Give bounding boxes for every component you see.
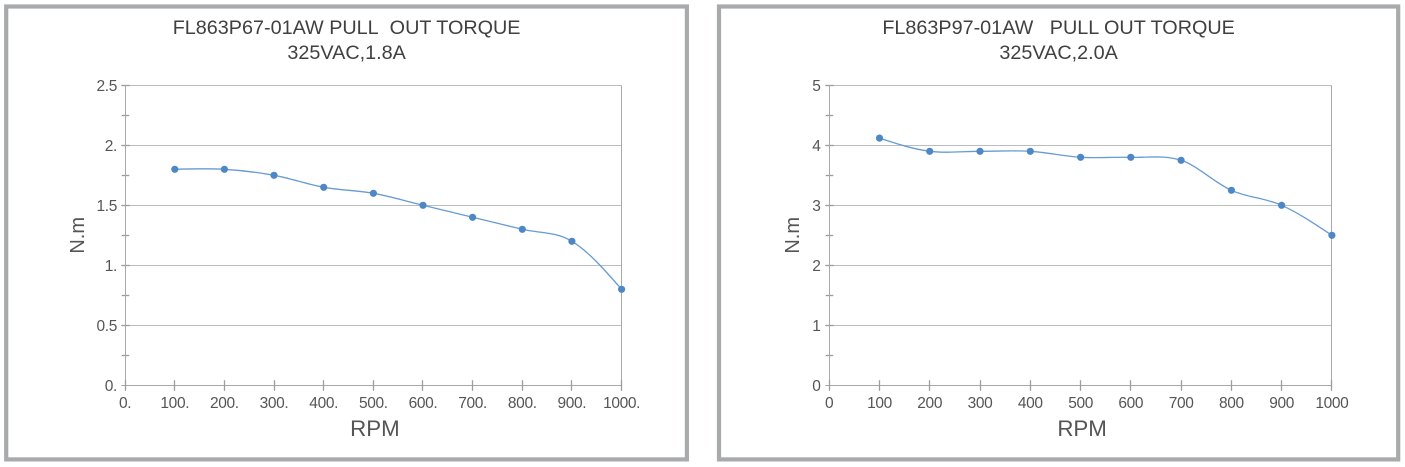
svg-text:0.: 0.	[119, 395, 131, 412]
svg-text:200: 200	[917, 395, 943, 412]
svg-text:700.: 700.	[458, 395, 487, 412]
svg-text:1.5: 1.5	[97, 198, 118, 215]
svg-text:0.: 0.	[105, 378, 117, 395]
svg-text:0.5: 0.5	[97, 318, 118, 335]
svg-text:0: 0	[812, 378, 821, 395]
svg-text:500: 500	[1068, 395, 1094, 412]
svg-text:2.: 2.	[105, 138, 117, 155]
svg-text:500.: 500.	[359, 395, 388, 412]
svg-text:600.: 600.	[409, 395, 438, 412]
svg-text:5: 5	[812, 78, 820, 95]
svg-text:1.: 1.	[105, 258, 117, 275]
svg-text:1000.: 1000.	[603, 395, 640, 412]
svg-text:200.: 200.	[210, 395, 239, 412]
svg-text:700: 700	[1169, 395, 1195, 412]
svg-text:N.m: N.m	[67, 217, 89, 254]
svg-text:600: 600	[1118, 395, 1144, 412]
svg-text:325VAC,1.8A: 325VAC,1.8A	[287, 42, 406, 64]
svg-text:400: 400	[1018, 395, 1044, 412]
svg-text:300: 300	[968, 395, 994, 412]
svg-text:3: 3	[812, 198, 820, 215]
svg-text:325VAC,2.0A: 325VAC,2.0A	[999, 42, 1118, 64]
svg-text:0: 0	[825, 395, 834, 412]
svg-text:900.: 900.	[558, 395, 587, 412]
svg-text:4: 4	[812, 138, 821, 155]
svg-text:1000: 1000	[1315, 395, 1349, 412]
svg-text:800.: 800.	[508, 395, 537, 412]
svg-text:N.m: N.m	[782, 217, 804, 254]
svg-text:2.5: 2.5	[97, 78, 118, 95]
svg-text:FL863P67-01AW PULL OUT TORQUE: FL863P67-01AW PULL OUT TORQUE	[173, 17, 521, 39]
svg-text:RPM: RPM	[350, 416, 400, 441]
svg-text:2: 2	[812, 258, 820, 275]
svg-text:300.: 300.	[260, 395, 289, 412]
svg-text:900: 900	[1269, 395, 1295, 412]
svg-text:FL863P97-01AW PULL OUT TORQU: FL863P97-01AW PULL OUT TORQUE	[882, 17, 1235, 39]
svg-text:RPM: RPM	[1057, 416, 1107, 441]
svg-text:100: 100	[867, 395, 893, 412]
svg-text:800: 800	[1219, 395, 1245, 412]
svg-text:400.: 400.	[309, 395, 338, 412]
svg-text:100.: 100.	[160, 395, 189, 412]
svg-text:1: 1	[812, 318, 820, 335]
